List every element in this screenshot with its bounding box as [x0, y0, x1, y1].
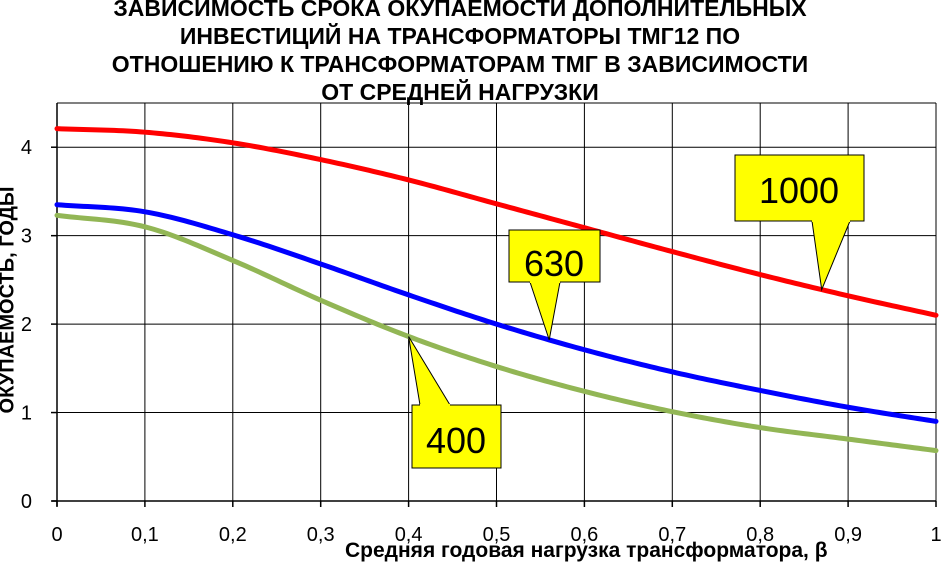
x-tick-label: 0,5 — [483, 524, 511, 546]
x-tick-label: 0,9 — [834, 524, 862, 546]
grid — [57, 102, 937, 501]
x-tick-labels: 0 0,1 0,2 0,3 0,4 0,5 0,6 0,7 0,8 0,9 1 — [51, 524, 941, 546]
x-tick-label: 0,4 — [395, 524, 423, 546]
y-tick-labels: 0 1 2 3 4 — [21, 137, 32, 513]
chart-title: ЗАВИСИМОСТЬ СРОКА ОКУПАЕМОСТИ ДОПОЛНИТЕЛ… — [30, 0, 890, 106]
x-axis-label: Средняя годовая нагрузка трансформатора,… — [345, 539, 828, 562]
callout-box — [734, 154, 865, 222]
callout-400: 400 — [408, 336, 502, 469]
x-tick-label: 0,7 — [658, 524, 686, 546]
x-tick-label: 0,3 — [307, 524, 335, 546]
callouts: 1000 630 400 — [408, 154, 865, 469]
series-line-630 — [54, 202, 939, 424]
callout-label: 1000 — [759, 170, 839, 211]
callout-box — [508, 229, 601, 283]
x-tick-label: 0,8 — [746, 524, 774, 546]
callout-pointer — [529, 281, 561, 341]
title-line: ЗАВИСИМОСТЬ СРОКА ОКУПАЕМОСТИ ДОПОЛНИТЕЛ… — [113, 0, 807, 21]
callout-box — [411, 404, 502, 469]
y-tick-label: 2 — [21, 314, 32, 336]
title-line: ОТНОШЕНИЮ К ТРАНСФОРМАТОРАМ ТМГ В ЗАВИСИ… — [111, 51, 809, 77]
callout-1000: 1000 — [734, 154, 865, 292]
series-line-1000 — [54, 126, 939, 318]
y-tick-label: 4 — [21, 137, 32, 159]
x-tick-label: 0 — [51, 524, 62, 546]
y-tick-label: 0 — [21, 491, 32, 513]
title-line: ИНВЕСТИЦИЙ НА ТРАНСФОРМАТОРЫ ТМГ12 ПО — [179, 23, 741, 49]
x-tick-label: 0,6 — [570, 524, 598, 546]
series-line-400 — [54, 212, 939, 454]
y-axis-label: ОКУПАЕМОСТЬ, ГОДЫ — [0, 186, 19, 414]
callout-label: 400 — [426, 420, 486, 461]
title-line: ОТ СРЕДНЕЙ НАГРУЗКИ — [321, 79, 599, 105]
y-tick-label: 1 — [21, 403, 32, 425]
series-lines — [54, 126, 939, 454]
axes — [51, 103, 937, 507]
callout-pointer — [811, 220, 851, 292]
y-tick-label: 3 — [21, 226, 32, 248]
callout-label: 630 — [524, 243, 584, 284]
callout-630: 630 — [508, 229, 601, 341]
x-tick-label: 0,1 — [131, 524, 159, 546]
x-tick-label: 1 — [930, 524, 941, 546]
x-tick-label: 0,2 — [219, 524, 247, 546]
